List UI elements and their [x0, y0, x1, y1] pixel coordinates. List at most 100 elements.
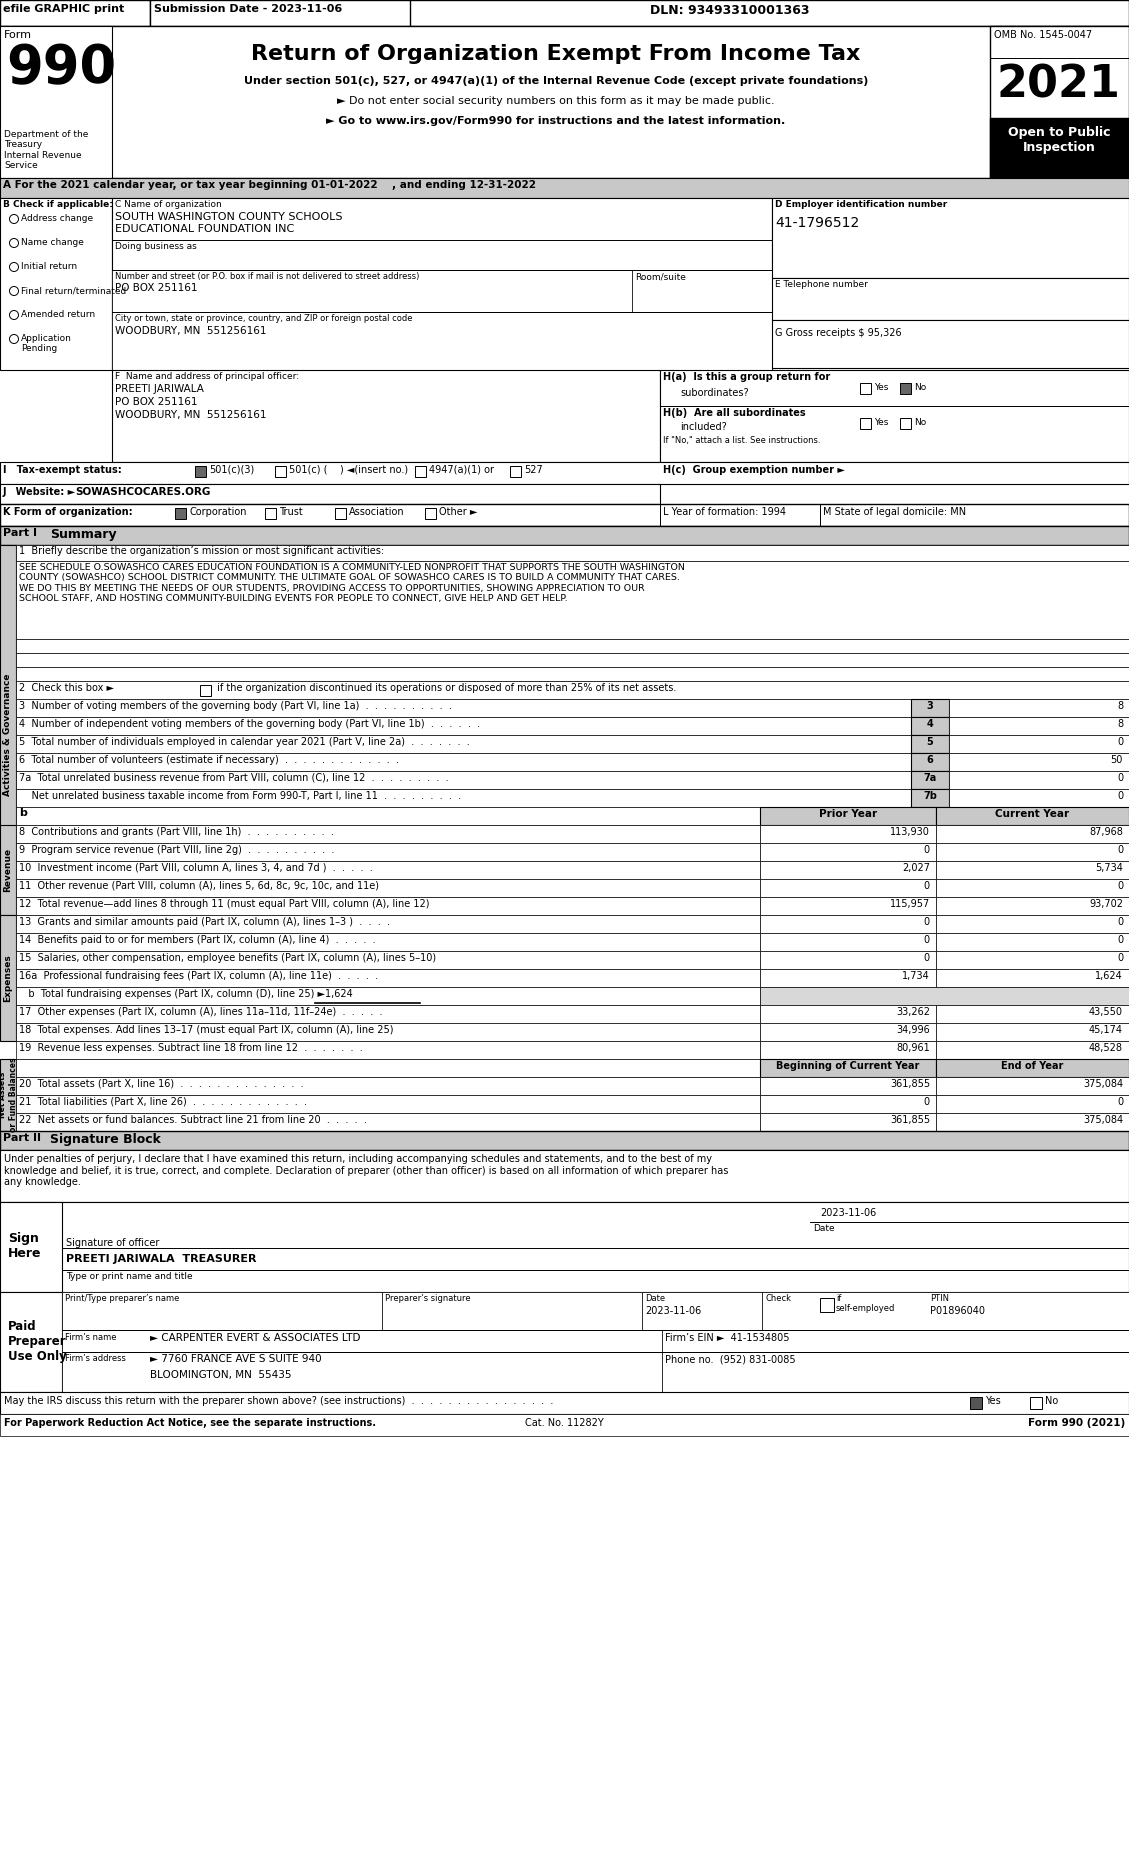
Bar	[949, 788, 1129, 807]
Bar	[0, 0, 1129, 26]
Text: J   Website: ►: J Website: ►	[3, 487, 76, 498]
Bar	[112, 369, 660, 462]
Text: D Employer identification number: D Employer identification number	[774, 199, 947, 209]
Bar	[62, 1292, 382, 1331]
Text: Submission Date - 2023-11-06: Submission Date - 2023-11-06	[154, 4, 342, 15]
Text: 19  Revenue less expenses. Subtract line 18 from line 12  .  .  .  .  .  .  .: 19 Revenue less expenses. Subtract line …	[19, 1044, 362, 1053]
Text: PREETI JARIWALA  TREASURER: PREETI JARIWALA TREASURER	[65, 1254, 256, 1264]
Text: Part II: Part II	[3, 1133, 41, 1143]
Bar	[0, 915, 16, 1040]
Text: 87,968: 87,968	[1089, 828, 1123, 837]
Text: Corporation: Corporation	[189, 507, 246, 516]
Bar	[936, 951, 1129, 969]
Text: 5: 5	[927, 736, 934, 747]
Bar	[0, 0, 150, 26]
Text: 0: 0	[1117, 790, 1123, 802]
Bar	[16, 915, 760, 934]
Text: Other ►: Other ►	[439, 507, 478, 516]
Bar	[16, 718, 911, 734]
Text: 2021: 2021	[997, 63, 1121, 106]
Bar	[16, 934, 760, 951]
Bar	[16, 734, 911, 753]
Bar	[0, 826, 16, 915]
Text: A For the 2021 calendar year, or tax year beginning 01-01-2022    , and ending 1: A For the 2021 calendar year, or tax yea…	[3, 181, 536, 190]
Bar	[265, 509, 275, 518]
Text: 7a  Total unrelated business revenue from Part VIII, column (C), line 12  .  .  : 7a Total unrelated business revenue from…	[19, 774, 448, 783]
Text: included?: included?	[680, 421, 727, 432]
Bar	[0, 26, 112, 177]
Bar	[911, 753, 949, 772]
Bar	[0, 1415, 1129, 1435]
Bar	[16, 951, 760, 969]
Text: 0: 0	[1117, 882, 1123, 891]
Bar	[16, 1040, 760, 1059]
Bar	[112, 270, 632, 311]
Bar	[662, 1351, 1129, 1392]
Text: self-employed: self-employed	[835, 1305, 895, 1312]
Text: F  Name and address of principal officer:: F Name and address of principal officer:	[115, 373, 299, 380]
Text: 0: 0	[1117, 774, 1123, 783]
Text: Net unrelated business taxable income from Form 990-T, Part I, line 11  .  .  . : Net unrelated business taxable income fr…	[19, 790, 461, 802]
Text: 2023-11-06: 2023-11-06	[820, 1208, 876, 1217]
Bar	[16, 772, 911, 788]
Text: Beginning of Current Year: Beginning of Current Year	[777, 1061, 920, 1072]
Text: efile GRAPHIC print: efile GRAPHIC print	[3, 4, 124, 15]
Text: Paid
Preparer
Use Only: Paid Preparer Use Only	[8, 1320, 67, 1363]
Text: May the IRS discuss this return with the preparer shown above? (see instructions: May the IRS discuss this return with the…	[5, 1396, 553, 1405]
Text: 375,084: 375,084	[1083, 1115, 1123, 1126]
Text: L Year of formation: 1994: L Year of formation: 1994	[663, 507, 786, 516]
Bar	[0, 1392, 1129, 1415]
Bar	[911, 788, 949, 807]
Text: ► CARPENTER EVERT & ASSOCIATES LTD: ► CARPENTER EVERT & ASSOCIATES LTD	[150, 1333, 360, 1342]
Bar	[949, 753, 1129, 772]
Bar	[760, 1077, 936, 1094]
Bar	[936, 861, 1129, 880]
Text: Firm’s EIN ►  41-1534805: Firm’s EIN ► 41-1534805	[665, 1333, 789, 1342]
Text: 48,528: 48,528	[1089, 1044, 1123, 1053]
Bar	[936, 1059, 1129, 1077]
Text: 2  Check this box ►: 2 Check this box ►	[19, 682, 114, 693]
Bar	[936, 880, 1129, 897]
Bar	[760, 1040, 936, 1059]
Bar	[662, 1331, 1129, 1351]
Bar	[0, 177, 1129, 198]
Bar	[16, 826, 760, 843]
Bar	[760, 861, 936, 880]
Bar	[16, 1113, 760, 1131]
Text: 18  Total expenses. Add lines 13–17 (must equal Part IX, column (A), line 25): 18 Total expenses. Add lines 13–17 (must…	[19, 1025, 394, 1035]
Text: Activities & Governance: Activities & Governance	[3, 673, 12, 796]
Text: 0: 0	[1117, 1098, 1123, 1107]
Text: 7a: 7a	[924, 774, 937, 783]
Bar	[642, 1292, 762, 1331]
Text: DLN: 93493310001363: DLN: 93493310001363	[650, 4, 809, 17]
Text: If "No," attach a list. See instructions.: If "No," attach a list. See instructions…	[663, 436, 821, 445]
Bar	[0, 1202, 1129, 1292]
Bar	[760, 880, 936, 897]
Text: 9  Program service revenue (Part VIII, line 2g)  .  .  .  .  .  .  .  .  .  .: 9 Program service revenue (Part VIII, li…	[19, 844, 334, 856]
Text: WOODBURY, MN  551256161: WOODBURY, MN 551256161	[115, 410, 266, 419]
Text: 10  Investment income (Part VIII, column A, lines 3, 4, and 7d )  .  .  .  .  .: 10 Investment income (Part VIII, column …	[19, 863, 373, 872]
Bar	[760, 1023, 936, 1040]
Text: OMB No. 1545-0047: OMB No. 1545-0047	[994, 30, 1092, 39]
Text: Yes: Yes	[874, 418, 889, 427]
Text: Yes: Yes	[984, 1396, 1000, 1405]
Text: if: if	[835, 1294, 841, 1303]
Text: 93,702: 93,702	[1089, 898, 1123, 910]
Bar	[990, 117, 1129, 177]
Bar	[16, 1077, 760, 1094]
Text: Current Year: Current Year	[996, 809, 1069, 818]
Text: H(b)  Are all subordinates: H(b) Are all subordinates	[663, 408, 806, 418]
Bar	[382, 1292, 642, 1331]
Text: 4947(a)(1) or: 4947(a)(1) or	[429, 464, 495, 475]
Bar	[772, 278, 1129, 321]
Bar	[760, 843, 936, 861]
Text: Return of Organization Exempt From Income Tax: Return of Organization Exempt From Incom…	[252, 45, 860, 63]
Text: 50: 50	[1111, 755, 1123, 764]
Text: 17  Other expenses (Part IX, column (A), lines 11a–11d, 11f–24e)  .  .  .  .  .: 17 Other expenses (Part IX, column (A), …	[19, 1007, 383, 1018]
Bar	[16, 1005, 760, 1023]
Bar	[970, 1396, 982, 1409]
Text: H(c)  Group exemption number ►: H(c) Group exemption number ►	[663, 464, 844, 475]
Text: Preparer’s signature: Preparer’s signature	[385, 1294, 471, 1303]
Text: 3  Number of voting members of the governing body (Part VI, line 1a)  .  .  .  .: 3 Number of voting members of the govern…	[19, 701, 452, 710]
Text: Under penalties of perjury, I declare that I have examined this return, includin: Under penalties of perjury, I declare th…	[5, 1154, 728, 1187]
